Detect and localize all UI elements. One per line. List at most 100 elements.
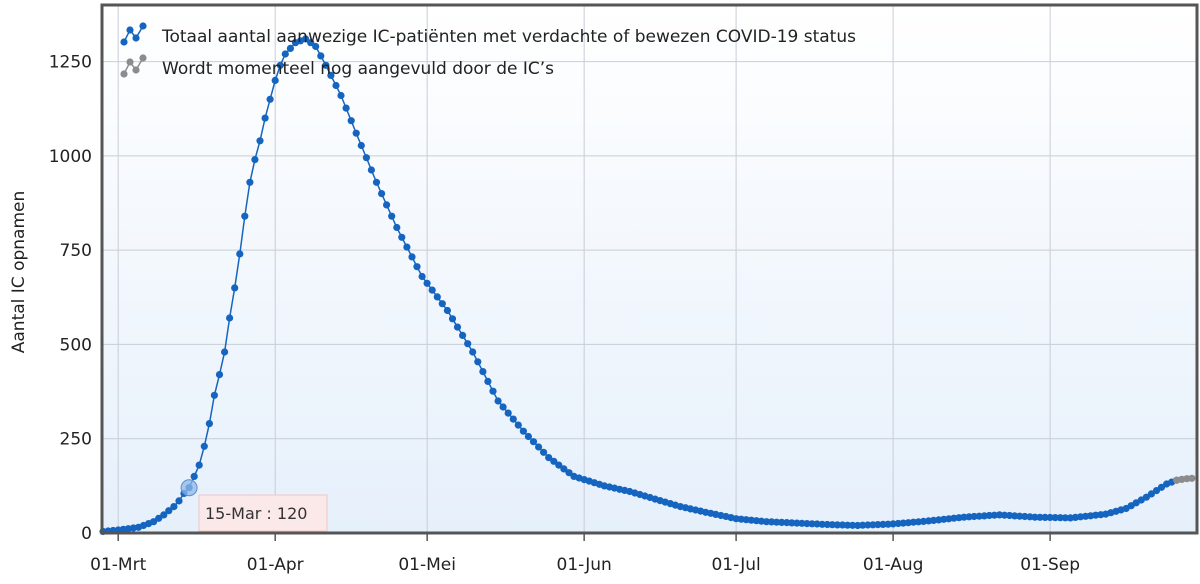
data-point[interactable]	[474, 358, 482, 366]
data-point[interactable]	[332, 81, 340, 90]
data-point[interactable]	[175, 497, 183, 505]
data-point[interactable]	[150, 518, 158, 526]
data-point[interactable]	[433, 293, 441, 301]
data-point[interactable]	[864, 521, 872, 529]
data-point[interactable]	[773, 518, 781, 526]
data-point[interactable]	[540, 448, 548, 456]
data-point[interactable]	[535, 443, 543, 451]
data-point[interactable]	[550, 457, 558, 465]
data-point[interactable]	[529, 438, 538, 446]
data-point[interactable]	[190, 472, 198, 480]
data-point[interactable]	[1188, 474, 1196, 482]
data-point[interactable]	[975, 512, 983, 520]
data-point[interactable]	[849, 521, 857, 529]
data-point[interactable]	[347, 117, 355, 125]
data-point[interactable]	[788, 519, 796, 527]
data-point[interactable]	[762, 518, 771, 526]
data-point[interactable]	[367, 166, 375, 174]
data-point[interactable]	[226, 314, 234, 322]
data-point[interactable]	[438, 300, 446, 308]
data-point[interactable]	[317, 52, 325, 60]
data-point[interactable]	[195, 461, 203, 469]
data-point[interactable]	[484, 377, 492, 385]
data-point[interactable]	[884, 520, 892, 528]
data-point[interactable]	[469, 348, 477, 356]
data-point[interactable]	[489, 387, 497, 395]
data-point[interactable]	[1000, 511, 1009, 519]
data-point[interactable]	[818, 520, 826, 528]
data-point[interactable]	[155, 514, 163, 522]
data-point[interactable]	[362, 154, 370, 162]
data-point[interactable]	[286, 44, 294, 53]
data-point[interactable]	[1036, 513, 1044, 521]
data-point[interactable]	[555, 461, 563, 469]
data-point[interactable]	[200, 442, 208, 450]
data-point[interactable]	[231, 284, 239, 292]
data-point[interactable]	[985, 511, 993, 520]
data-point[interactable]	[803, 520, 811, 528]
data-point[interactable]	[281, 50, 289, 58]
data-point[interactable]	[307, 39, 315, 47]
data-point[interactable]	[236, 250, 244, 258]
data-point[interactable]	[499, 403, 507, 411]
data-point[interactable]	[833, 521, 842, 529]
data-point[interactable]	[1157, 483, 1166, 491]
data-point[interactable]	[327, 71, 335, 79]
data-point[interactable]	[778, 518, 786, 527]
data-point[interactable]	[843, 521, 852, 529]
data-point[interactable]	[398, 233, 406, 241]
data-point[interactable]	[205, 420, 213, 428]
data-point[interactable]	[514, 421, 522, 429]
data-point[interactable]	[160, 511, 168, 519]
data-point[interactable]	[459, 331, 467, 339]
data-point[interactable]	[403, 243, 411, 251]
legend-item[interactable]: Wordt momenteel nog aangevuld door de IC…	[120, 54, 554, 79]
data-point[interactable]	[408, 253, 416, 261]
data-point[interactable]	[1046, 513, 1054, 522]
data-point[interactable]	[256, 137, 264, 145]
data-point[interactable]	[453, 323, 462, 331]
data-point[interactable]	[479, 368, 487, 376]
data-point[interactable]	[509, 415, 517, 423]
data-point[interactable]	[464, 340, 472, 348]
data-point[interactable]	[524, 432, 533, 441]
data-point[interactable]	[342, 104, 350, 112]
data-point[interactable]	[970, 512, 978, 521]
data-point[interactable]	[393, 223, 401, 232]
data-point[interactable]	[372, 178, 381, 186]
data-point[interactable]	[828, 521, 836, 529]
data-point[interactable]	[378, 190, 386, 198]
data-point[interactable]	[874, 521, 882, 529]
data-point[interactable]	[215, 371, 224, 379]
data-point[interactable]	[545, 454, 553, 462]
data-point[interactable]	[565, 469, 573, 477]
data-point[interactable]	[560, 465, 568, 473]
data-point[interactable]	[1051, 514, 1059, 522]
data-point[interactable]	[1041, 513, 1049, 522]
legend-item[interactable]: Totaal aantal aanwezige IC-patiënten met…	[120, 22, 856, 47]
data-point[interactable]	[423, 279, 431, 287]
data-point[interactable]	[519, 427, 528, 435]
data-point[interactable]	[388, 212, 396, 220]
data-point[interactable]	[302, 35, 310, 43]
data-point[interactable]	[428, 286, 436, 294]
data-point[interactable]	[504, 409, 512, 417]
data-point[interactable]	[266, 95, 274, 103]
data-point[interactable]	[1147, 490, 1155, 498]
data-point[interactable]	[1031, 513, 1039, 521]
data-point[interactable]	[261, 114, 269, 122]
data-point[interactable]	[312, 42, 320, 51]
data-point[interactable]	[241, 212, 249, 220]
data-point[interactable]	[383, 201, 391, 209]
data-point[interactable]	[813, 520, 821, 528]
data-point[interactable]	[251, 156, 259, 164]
data-point[interactable]	[494, 397, 502, 405]
data-point[interactable]	[798, 519, 806, 527]
data-point[interactable]	[165, 507, 173, 515]
data-point[interactable]	[1061, 514, 1069, 522]
data-point[interactable]	[246, 178, 254, 186]
data-point[interactable]	[443, 306, 451, 315]
data-point[interactable]	[210, 391, 218, 399]
data-point[interactable]	[418, 272, 426, 281]
